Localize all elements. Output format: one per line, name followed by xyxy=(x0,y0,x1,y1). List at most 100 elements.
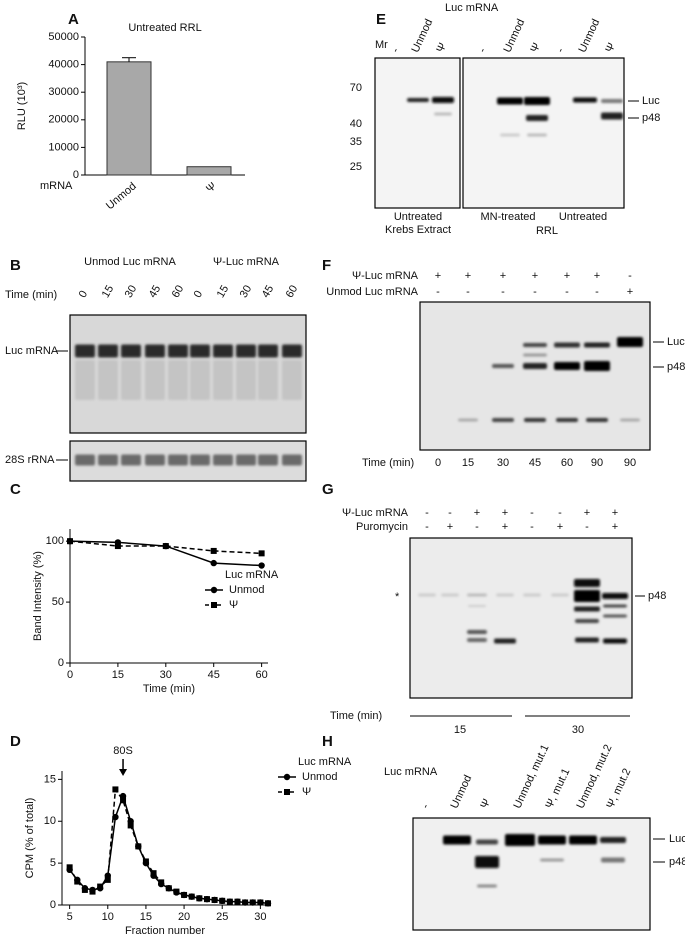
group-label: MN-treated xyxy=(480,211,535,223)
group-label: RRL xyxy=(536,225,558,237)
gel-band xyxy=(213,454,233,466)
x-tick-label: 10 xyxy=(102,911,114,923)
panel-label: C xyxy=(10,481,21,498)
bar xyxy=(106,61,152,176)
time-label: 90 xyxy=(591,457,603,469)
gel-band xyxy=(575,637,599,643)
gel-band xyxy=(458,418,478,422)
gel-band xyxy=(282,360,302,400)
y-tick-label: 50 xyxy=(52,596,64,608)
lane-label: 30 xyxy=(123,283,140,300)
gel xyxy=(409,537,633,699)
marker xyxy=(210,559,217,567)
gel-band xyxy=(569,835,597,845)
lane-label: 15 xyxy=(215,283,232,300)
gel-band xyxy=(75,360,95,400)
lane-label: - xyxy=(554,46,567,55)
condition-mark: - xyxy=(530,521,534,533)
condition-mark: - xyxy=(585,521,589,533)
panel-label: B xyxy=(10,257,21,274)
marker-label: 40 xyxy=(350,118,362,130)
gel-band xyxy=(500,133,520,137)
x-tick-label: 30 xyxy=(254,911,266,923)
condition-mark: + xyxy=(627,286,633,298)
legend-title: Luc mRNA xyxy=(298,756,352,768)
gel-band xyxy=(434,112,452,116)
gel-band xyxy=(505,834,535,846)
marker xyxy=(135,843,142,850)
x-tick-label: 45 xyxy=(208,669,220,681)
gel-band xyxy=(524,97,550,105)
lane-label: 30 xyxy=(238,283,255,300)
gel-band xyxy=(584,361,610,371)
gel-band xyxy=(540,858,564,862)
condition-mark: - xyxy=(436,286,440,298)
marker-label: 35 xyxy=(350,136,362,148)
gel-band xyxy=(441,593,459,597)
lane-label: Ψ xyxy=(528,41,543,54)
condition-mark: + xyxy=(532,270,538,282)
condition-mark: + xyxy=(612,507,618,519)
gel-band xyxy=(467,638,487,642)
lane-label: 15 xyxy=(100,283,117,300)
gel-band xyxy=(475,856,499,868)
x-tick-label: 5 xyxy=(67,911,73,923)
gel-band xyxy=(407,98,429,102)
gel-band xyxy=(98,344,118,358)
marker xyxy=(257,899,264,906)
marker xyxy=(234,898,241,905)
gel-band xyxy=(497,97,523,105)
legend-marker xyxy=(283,773,291,781)
lane-label: Unmod xyxy=(448,773,474,810)
lane-label: 45 xyxy=(260,283,277,300)
panel-label: F xyxy=(322,257,331,274)
gel-band xyxy=(190,454,210,466)
row-label: Ψ-Luc mRNA xyxy=(352,270,419,282)
gel-band xyxy=(467,630,487,634)
condition-mark: - xyxy=(466,286,470,298)
gel-band xyxy=(538,835,566,845)
row-label: Unmod Luc mRNA xyxy=(326,286,418,298)
gel-band xyxy=(523,593,541,597)
gel-band xyxy=(75,344,95,358)
condition-mark: + xyxy=(502,521,508,533)
marker-label: 25 xyxy=(350,161,362,173)
lane-label: Unmod xyxy=(409,17,435,54)
condition-mark: + xyxy=(474,507,480,519)
x-tick-label: 0 xyxy=(67,669,73,681)
band-label: p48 xyxy=(642,112,660,124)
gel-band xyxy=(477,884,497,888)
gel-band xyxy=(168,360,188,400)
time-label: 45 xyxy=(529,457,541,469)
gel-band xyxy=(418,593,436,597)
gel-band xyxy=(492,418,514,422)
gel-band xyxy=(236,360,256,400)
condition-mark: + xyxy=(612,521,618,533)
condition-mark: - xyxy=(475,521,479,533)
band-label: Luc xyxy=(667,336,685,348)
condition-mark: + xyxy=(500,270,506,282)
band-label: p48 xyxy=(667,361,685,373)
marker xyxy=(112,786,119,793)
gel-band xyxy=(236,454,256,466)
condition-mark: - xyxy=(530,507,534,519)
gel-band xyxy=(602,593,628,599)
legend-marker xyxy=(284,789,290,795)
y-axis-label: Band Intensity (%) xyxy=(32,551,44,641)
time-label: 30 xyxy=(572,724,584,736)
gel-band xyxy=(145,360,165,400)
time-label: 0 xyxy=(435,457,441,469)
lane-label: 0 xyxy=(192,289,205,300)
marker xyxy=(81,886,88,893)
gel-band xyxy=(258,344,278,358)
gel-band xyxy=(573,97,597,103)
panel-label: A xyxy=(68,11,79,28)
gel xyxy=(419,301,651,451)
gel-band xyxy=(496,593,514,597)
y-tick-label: 0 xyxy=(73,169,79,181)
gel-band xyxy=(554,362,580,370)
y-tick-label: 100 xyxy=(46,535,64,547)
condition-mark: - xyxy=(425,521,429,533)
y-tick-label: 20000 xyxy=(48,114,79,126)
gel-band xyxy=(121,454,141,466)
